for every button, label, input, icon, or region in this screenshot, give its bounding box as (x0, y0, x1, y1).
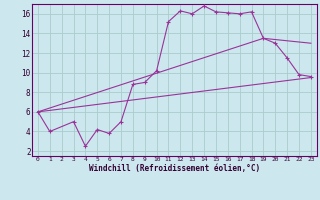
X-axis label: Windchill (Refroidissement éolien,°C): Windchill (Refroidissement éolien,°C) (89, 164, 260, 173)
